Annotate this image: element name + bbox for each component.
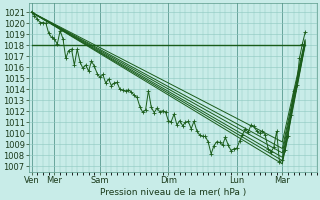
X-axis label: Pression niveau de la mer( hPa ): Pression niveau de la mer( hPa ) <box>100 188 246 197</box>
